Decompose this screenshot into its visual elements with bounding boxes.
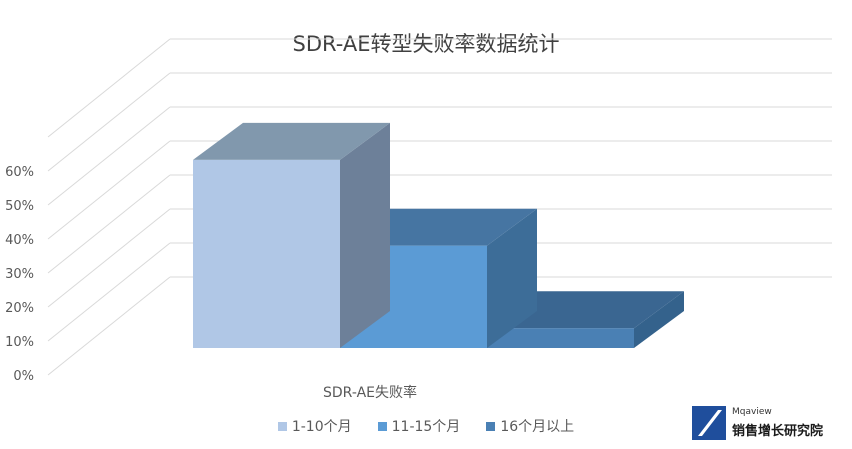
legend-swatch: [486, 421, 496, 431]
y-tick-label: 40%: [5, 233, 34, 248]
y-tick-label: 60%: [5, 165, 34, 180]
y-tick-label: 10%: [5, 335, 34, 350]
gridline-side: [47, 208, 171, 308]
gridline-side: [47, 242, 171, 342]
brand-logo: Mqaview 销售增长研究院: [692, 404, 842, 442]
y-axis-ticks: 0% 10% 20% 30% 40% 50% 60%: [5, 165, 34, 384]
bar-front: [487, 328, 634, 348]
legend-label: 1-10个月: [291, 419, 352, 435]
gridline-side: [47, 276, 171, 376]
legend-label: 11-15个月: [391, 419, 461, 435]
gridline-side: [47, 106, 171, 206]
bar-1: [193, 122, 390, 349]
y-tick-label: 20%: [5, 301, 34, 316]
legend-swatch: [377, 421, 387, 431]
bar-side: [340, 122, 390, 349]
y-tick-label: 30%: [5, 267, 34, 282]
bar-front: [193, 159, 340, 348]
category-label: SDR-AE失败率: [323, 384, 417, 401]
gridline-side: [47, 72, 171, 172]
gridline-side: [47, 174, 171, 274]
legend-item: 1-10个月: [277, 416, 352, 436]
bar-side: [634, 291, 684, 348]
legend-swatch: [277, 421, 287, 431]
legend-item: 16个月以上: [486, 416, 574, 436]
gridline-side: [47, 140, 171, 240]
y-tick-label: 50%: [5, 199, 34, 214]
legend: 1-10个月 11-15个月 16个月以上: [0, 416, 852, 436]
logo-subtext: Mqaview: [732, 407, 772, 417]
legend-label: 16个月以上: [500, 419, 575, 435]
chart-title: SDR-AE转型失败率数据统计: [292, 32, 560, 56]
bar-top: [193, 122, 390, 160]
category-axis: SDR-AE失败率: [323, 384, 417, 401]
gridline-side: [47, 38, 171, 138]
logo-mark-icon: [692, 406, 726, 440]
bars: [193, 122, 684, 349]
y-tick-label: 0%: [13, 369, 34, 384]
logo-text: 销售增长研究院: [732, 424, 824, 439]
legend-item: 11-15个月: [377, 416, 461, 436]
bar-side: [487, 208, 537, 348]
